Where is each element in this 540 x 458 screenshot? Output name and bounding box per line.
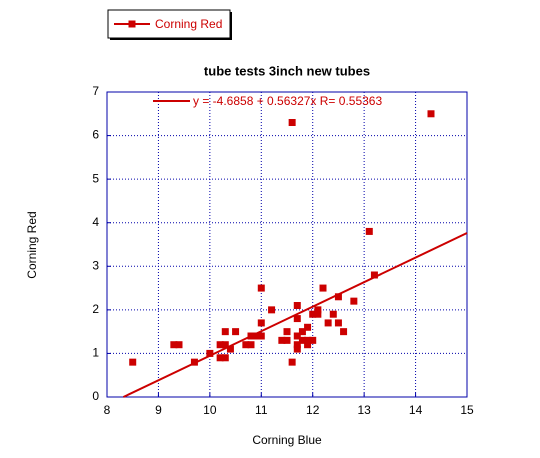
point bbox=[129, 358, 137, 366]
x-tick-label: 15 bbox=[460, 403, 474, 417]
point bbox=[293, 315, 301, 323]
y-tick-label: 7 bbox=[92, 84, 99, 98]
x-tick-label: 14 bbox=[409, 403, 423, 417]
point bbox=[226, 345, 234, 353]
x-tick-label: 8 bbox=[104, 403, 111, 417]
point bbox=[288, 119, 296, 126]
plot-frame bbox=[106, 91, 468, 398]
point bbox=[278, 336, 286, 344]
point bbox=[334, 319, 342, 327]
point bbox=[309, 310, 317, 318]
point bbox=[304, 323, 312, 331]
point bbox=[350, 297, 358, 305]
x-axis-label: Corning Blue bbox=[252, 433, 322, 447]
point bbox=[314, 306, 322, 314]
point bbox=[293, 345, 301, 353]
point bbox=[242, 341, 250, 349]
point bbox=[304, 341, 312, 349]
point bbox=[288, 358, 296, 366]
point bbox=[283, 328, 291, 336]
point bbox=[170, 341, 178, 349]
y-tick-label: 2 bbox=[92, 302, 99, 316]
point bbox=[257, 319, 265, 327]
x-tick-label: 12 bbox=[306, 403, 320, 417]
legend-label: Corning Red bbox=[155, 17, 222, 31]
y-tick-label: 1 bbox=[92, 346, 99, 360]
point bbox=[298, 336, 306, 344]
point bbox=[309, 336, 317, 344]
x-tick-label: 9 bbox=[155, 403, 162, 417]
point bbox=[314, 310, 322, 318]
point bbox=[293, 341, 301, 349]
chart-title: tube tests 3inch new tubes bbox=[204, 63, 370, 78]
point bbox=[293, 302, 301, 309]
legend-marker bbox=[128, 20, 136, 28]
point bbox=[324, 319, 332, 327]
x-tick-label: 10 bbox=[203, 403, 217, 417]
point bbox=[257, 284, 265, 292]
point bbox=[216, 341, 224, 349]
point bbox=[293, 332, 301, 340]
point bbox=[221, 354, 229, 362]
point bbox=[334, 293, 342, 301]
point bbox=[190, 358, 198, 366]
y-tick-label: 0 bbox=[92, 389, 99, 403]
point bbox=[247, 332, 255, 340]
point bbox=[221, 328, 229, 336]
point bbox=[268, 306, 276, 314]
point bbox=[319, 284, 327, 292]
x-tick-label: 13 bbox=[357, 403, 371, 417]
fit-label: y = -4.6858 + 0.56327x R= 0.55363 bbox=[193, 94, 382, 108]
point bbox=[257, 332, 265, 340]
point bbox=[216, 354, 224, 362]
point bbox=[340, 328, 348, 336]
point bbox=[252, 332, 260, 340]
point bbox=[329, 310, 337, 318]
point bbox=[304, 336, 312, 344]
point bbox=[247, 341, 255, 349]
fit-line bbox=[122, 232, 468, 398]
point bbox=[175, 341, 183, 349]
legend-box bbox=[107, 9, 231, 39]
point bbox=[370, 271, 378, 279]
point bbox=[283, 336, 291, 344]
y-tick-label: 4 bbox=[92, 215, 99, 229]
point bbox=[221, 341, 229, 349]
y-tick-label: 3 bbox=[92, 258, 99, 272]
y-tick-label: 5 bbox=[92, 171, 99, 185]
point bbox=[365, 227, 373, 235]
y-tick-label: 6 bbox=[92, 128, 99, 142]
point bbox=[298, 328, 306, 336]
point bbox=[232, 328, 240, 336]
x-tick-label: 11 bbox=[255, 403, 268, 417]
y-axis-label: Corning Red bbox=[25, 211, 39, 278]
point bbox=[206, 349, 214, 357]
point bbox=[427, 110, 435, 118]
